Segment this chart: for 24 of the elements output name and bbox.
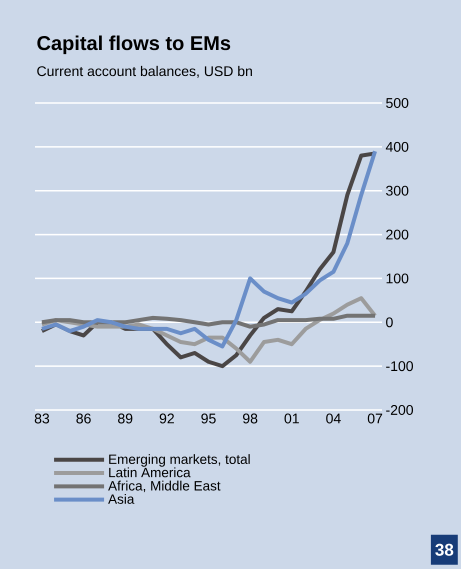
y-tick-label: 300 [386, 186, 408, 196]
y-tick-label: 0 [386, 317, 393, 328]
y-tick-label: 200 [386, 230, 408, 240]
x-tick-label: 07 [368, 414, 382, 424]
x-tick-label: 01 [284, 414, 299, 424]
x-tick-label: 95 [201, 414, 216, 424]
y-tick-label: 500 [386, 98, 408, 108]
x-tick-label: 86 [76, 414, 91, 424]
x-tick-label: 92 [160, 414, 174, 424]
y-tick-label: 100 [386, 273, 408, 284]
y-tick-label: 400 [386, 142, 408, 152]
legend-label: Emerging markets, total [109, 454, 250, 467]
y-tick-label: -100 [386, 361, 414, 372]
chart-subtitle: Current account balances, USD bn [37, 66, 252, 78]
legend-label: Latin America [109, 467, 191, 478]
legend-label: Africa, Middle East [108, 480, 220, 492]
legend-label: Asia [108, 494, 134, 504]
chart-title: Capital flows to EMs [37, 36, 230, 54]
x-tick-label: 83 [34, 414, 50, 424]
x-tick-label: 89 [118, 414, 132, 424]
x-tick-label: 98 [243, 414, 258, 424]
text: 38 [435, 544, 454, 556]
x-tick-label: 04 [326, 414, 341, 424]
y-tick-label: -200 [386, 405, 414, 415]
